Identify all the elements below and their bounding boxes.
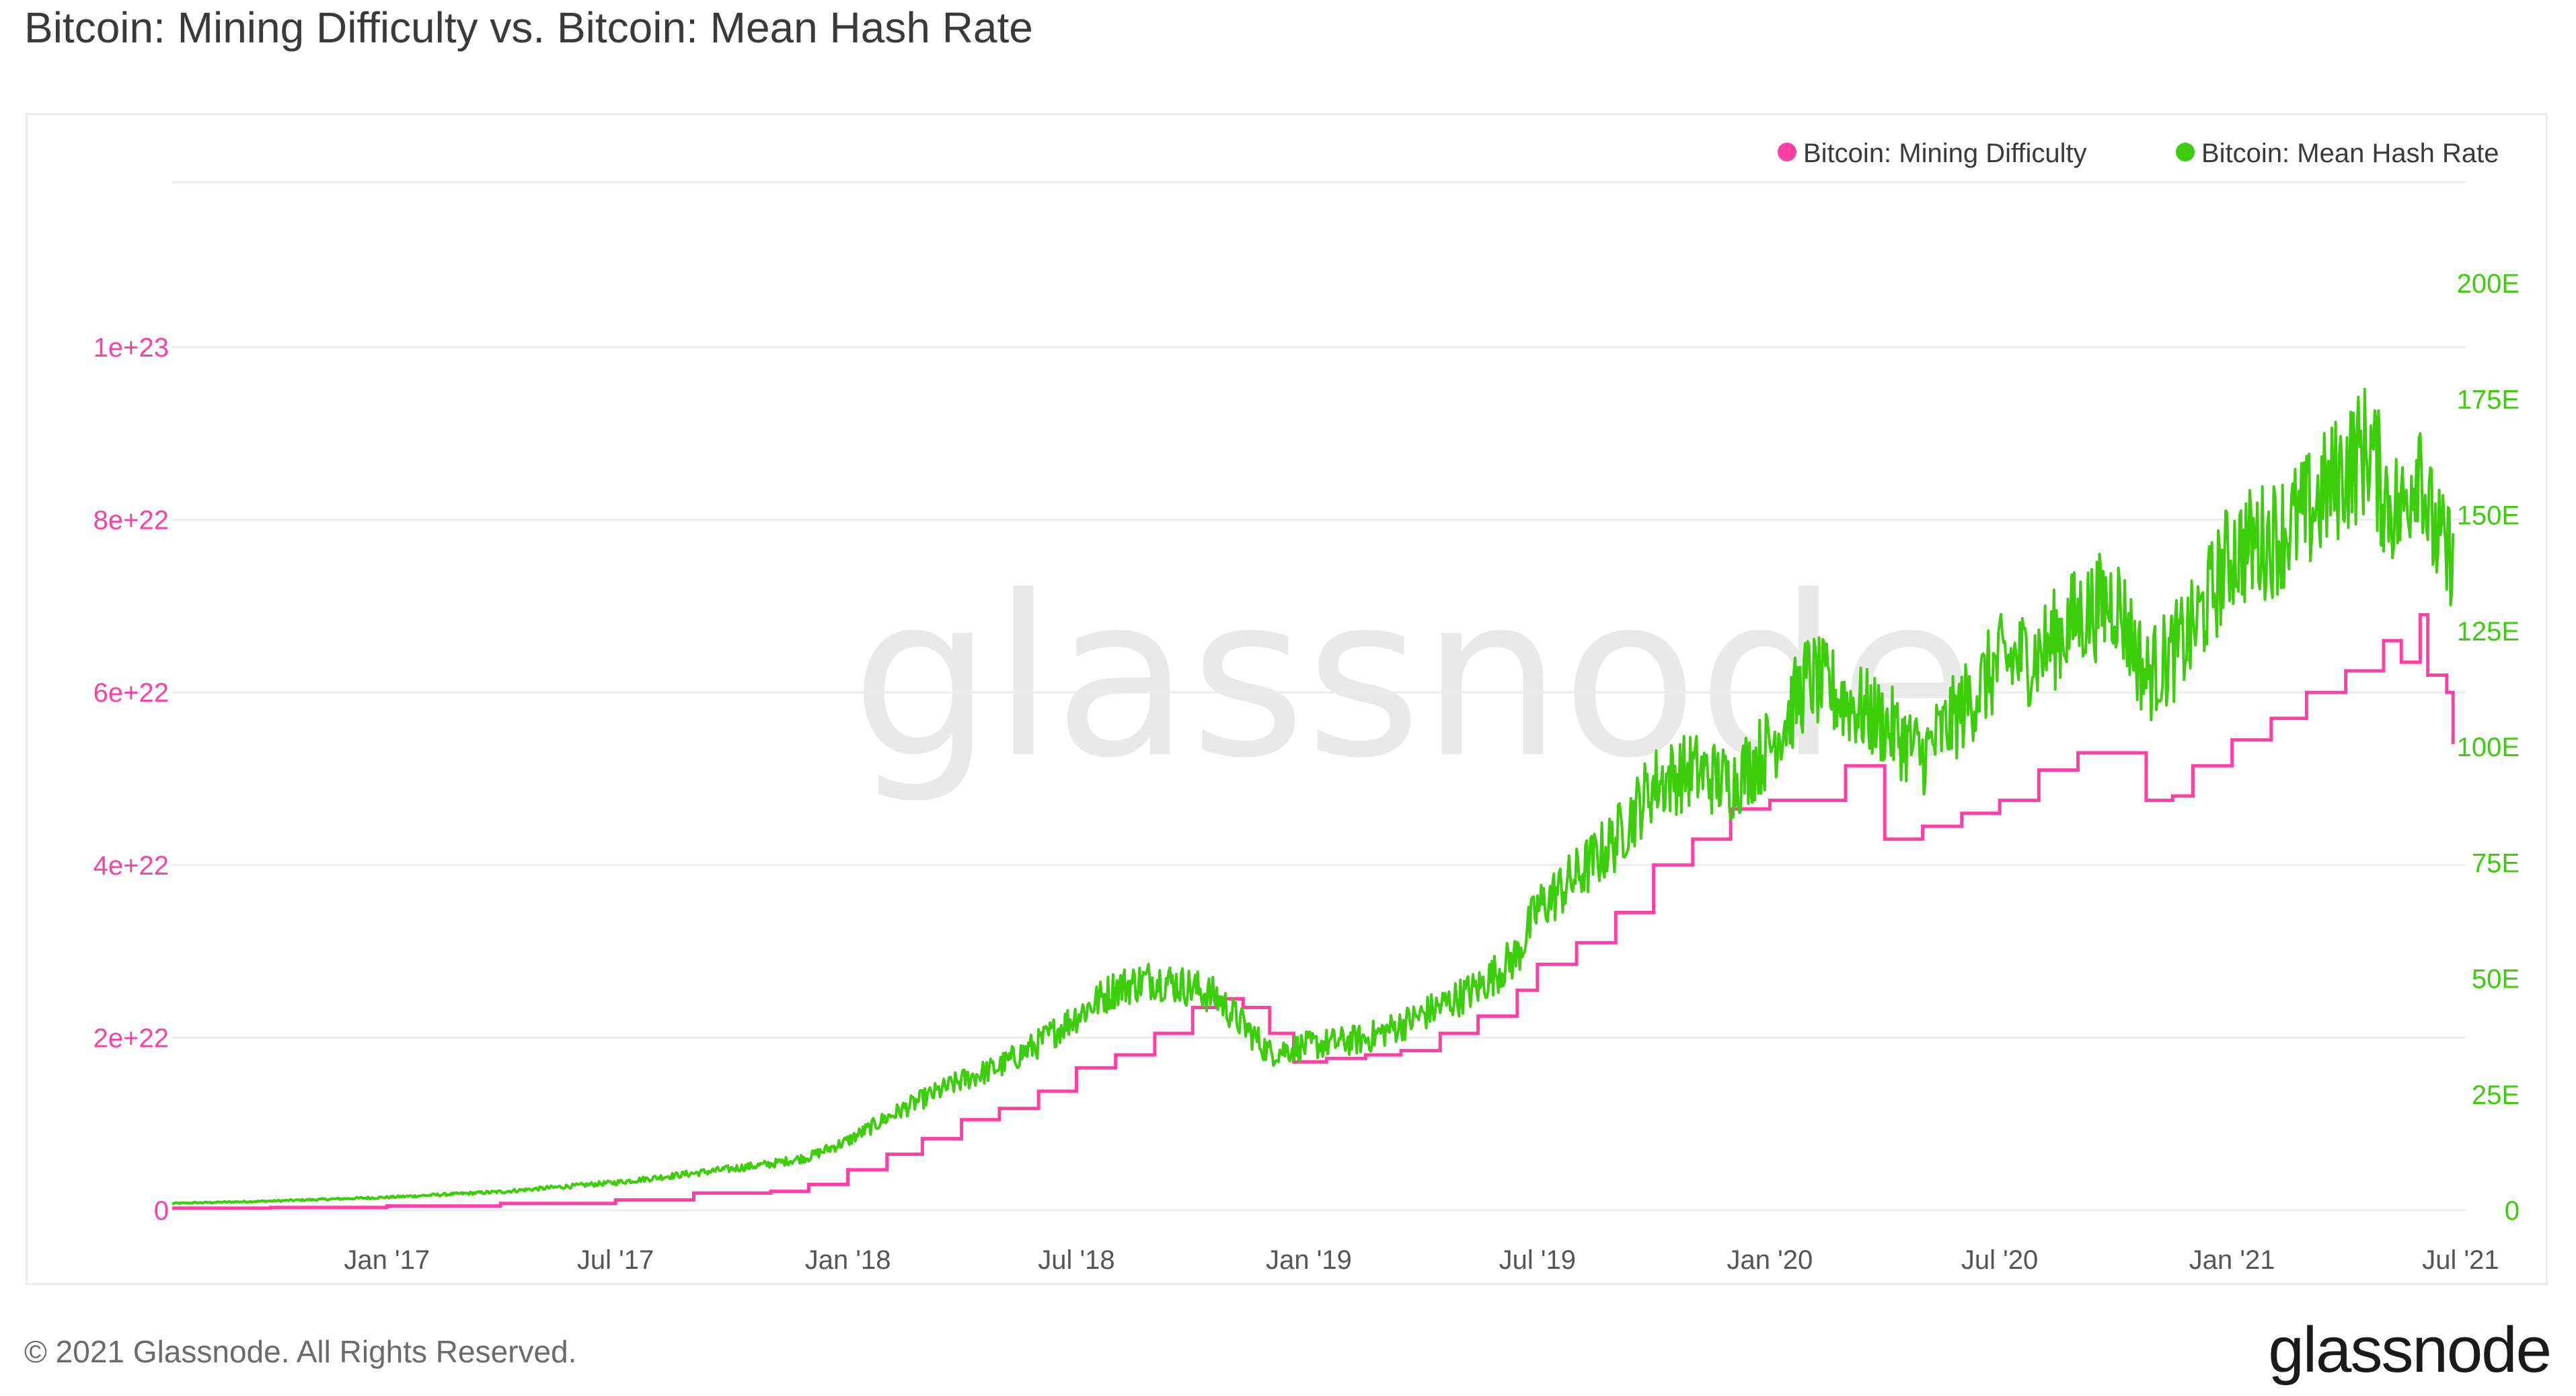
legend-label-hashrate: Bitcoin: Mean Hash Rate: [2201, 139, 2499, 168]
series-line-hashrate: [172, 388, 2455, 1205]
y-left-tick-label: 8e+22: [93, 506, 169, 536]
x-tick-label: Jul '17: [577, 1245, 654, 1275]
legend-label-difficulty: Bitcoin: Mining Difficulty: [1803, 139, 2087, 168]
brand-logo: glassnode: [2268, 1314, 2552, 1386]
plot-area: [172, 388, 2455, 1210]
x-tick-label: Jul '21: [2422, 1245, 2499, 1275]
x-tick-label: Jul '18: [1038, 1245, 1114, 1275]
legend-marker-hashrate: [2176, 143, 2195, 161]
x-tick-label: Jan '18: [805, 1245, 891, 1275]
y-right-tick-label: 125E: [2457, 617, 2520, 647]
y-left-tick-label: 4e+22: [93, 851, 169, 881]
y-left-tick-label: 6e+22: [93, 678, 169, 708]
grid-lines: [172, 181, 2466, 1212]
chart-svg: glassnode 0 2e+22 4e+22 6e+22 8e+22 1e+23 0 25…: [93, 139, 2520, 1275]
chart-panel: glassnode 0 2e+22 4e+22 6e+22 8e+22 1e+23 0 25…: [26, 113, 2548, 1285]
y-axis-right: 0 25E 50E 75E 100E 125E 150E 175E 200E: [2457, 269, 2520, 1226]
x-tick-label: Jan '19: [1266, 1245, 1352, 1275]
y-right-tick-label: 0: [2505, 1196, 2520, 1226]
y-right-tick-label: 75E: [2472, 848, 2520, 878]
y-left-tick-label: 0: [154, 1196, 169, 1226]
y-right-tick-label: 50E: [2472, 965, 2520, 994]
series-line-difficulty: [172, 613, 2455, 1210]
legend-marker-difficulty: [1778, 143, 1796, 161]
page-title: Bitcoin: Mining Difficulty vs. Bitcoin: …: [24, 3, 1033, 52]
x-tick-label: Jul '20: [1961, 1245, 2038, 1275]
y-right-tick-label: 150E: [2457, 501, 2520, 531]
y-right-tick-label: 100E: [2457, 733, 2520, 762]
x-tick-label: Jul '19: [1499, 1245, 1576, 1275]
x-tick-label: Jan '20: [1727, 1245, 1813, 1275]
x-tick-label: Jan '17: [344, 1245, 430, 1275]
y-right-tick-label: 200E: [2457, 269, 2520, 299]
y-left-tick-label: 1e+23: [93, 333, 169, 363]
y-left-tick-label: 2e+22: [93, 1023, 169, 1053]
copyright-notice: © 2021 Glassnode. All Rights Reserved.: [24, 1334, 577, 1369]
y-right-tick-label: 25E: [2472, 1080, 2520, 1110]
watermark: glassnode: [851, 548, 1975, 807]
y-right-tick-label: 175E: [2457, 385, 2520, 414]
y-axis-left: 0 2e+22 4e+22 6e+22 8e+22 1e+23: [93, 333, 169, 1226]
legend: Bitcoin: Mining Difficulty Bitcoin: Mean…: [1778, 139, 2499, 168]
x-axis: Jan '17 Jul '17 Jan '18 Jul '18 Jan '19 Jul '…: [344, 1245, 2499, 1275]
x-tick-label: Jan '21: [2189, 1245, 2275, 1275]
